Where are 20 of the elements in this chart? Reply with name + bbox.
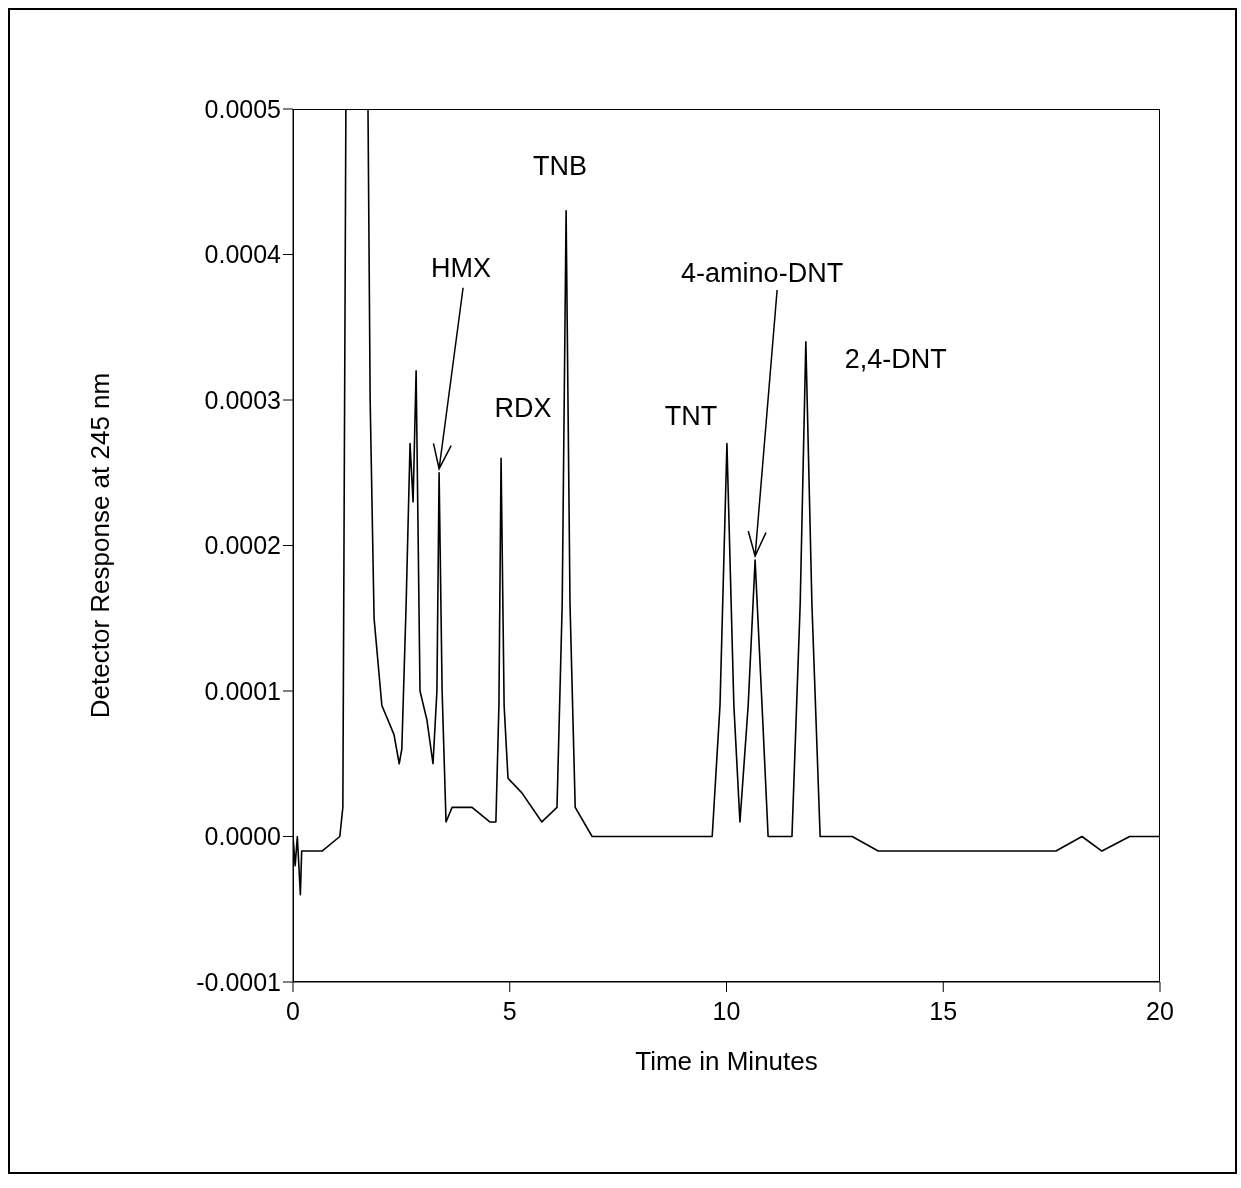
y-tick-label: 0.0001 [204,676,281,705]
y-tick-label: -0.0001 [196,967,281,996]
y-tick-label: 0.0005 [204,94,281,123]
x-tick-label: 15 [929,996,958,1025]
annotation: RDX [494,393,552,424]
y-tick-label: 0.0002 [204,531,281,560]
y-tick-label: 0.0000 [204,822,281,851]
annotation: 2,4-DNT [844,343,947,374]
annotation: TNT [664,400,718,431]
y-axis-title: Detector Response at 245 nm [85,372,116,719]
x-tick-label: 20 [1146,996,1174,1025]
annotation: HMX [431,252,492,283]
y-tick-label: 0.0003 [204,385,281,414]
x-tick-label: 10 [712,996,741,1025]
x-axis-title: Time in Minutes [635,1046,818,1077]
x-tick-label: 0 [286,996,300,1025]
annotation: TNB [533,150,588,181]
annotation: 4-amino-DNT [681,258,844,289]
x-tick-label: 5 [502,996,517,1025]
y-tick-label: 0.0004 [204,240,282,269]
